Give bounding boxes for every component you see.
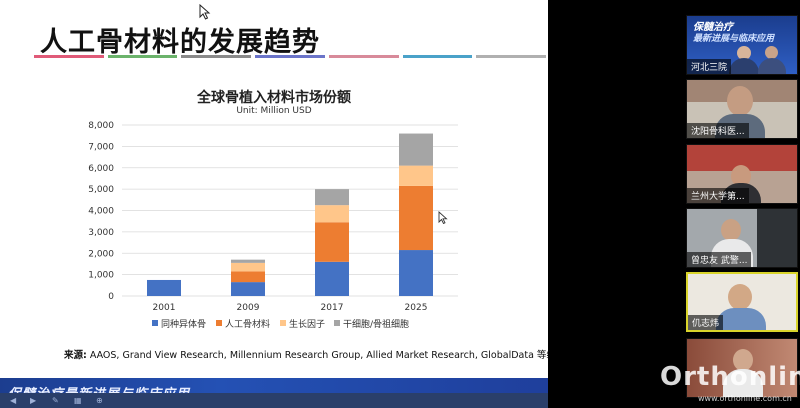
source-note: 来源: AAOS, Grand View Research, Millenniu…: [64, 347, 548, 361]
participant-name: 河北三院: [687, 59, 732, 74]
stacked-bar-chart: 0 1,000 2,000 3,000 4,000 5,000 6,000 7,000 8,00…: [88, 121, 458, 330]
participant-name: 沈阳骨科医...: [687, 123, 749, 138]
meeting-banner-line2: 最新进展与临床应用: [693, 34, 775, 44]
avatar: [737, 46, 751, 60]
y-tick-label: 6,000: [88, 164, 114, 174]
source-label: 来源:: [64, 350, 87, 361]
y-tick-label: 0: [108, 292, 114, 302]
bar-segment: [147, 279, 181, 296]
participant-tile[interactable]: 曾忠友 武警...: [686, 208, 798, 268]
bar-segment: [231, 282, 265, 296]
bar-segment: [399, 165, 433, 186]
avatar: [765, 46, 778, 59]
title-underline-segment: [476, 55, 547, 58]
avatar: [721, 219, 741, 241]
y-tick-label: 5,000: [88, 185, 114, 195]
source-text: AAOS, Grand View Research, Millennium Re…: [86, 350, 548, 361]
slide-title: 人工骨材料的发展趋势: [40, 27, 320, 58]
legend-label: 生长因子: [289, 318, 325, 330]
title-underline-segment: [328, 55, 399, 58]
watermark-url: www.orthonline.com.cn: [698, 394, 792, 403]
x-tick-label: 2025: [405, 303, 428, 313]
title-underline-segment: [107, 55, 178, 58]
mouse-cursor-icon: [199, 4, 211, 20]
participant-tile[interactable]: 沈阳骨科医...: [686, 79, 798, 139]
participant-tile[interactable]: [686, 338, 798, 398]
y-tick-label: 3,000: [88, 228, 114, 238]
title-underline-segment: [402, 55, 473, 58]
y-tick-label: 4,000: [88, 207, 114, 217]
chart-subtitle: Unit: Million USD: [236, 106, 312, 116]
watermark: Orthonline www.orthonline.com.cn: [660, 362, 800, 408]
avatar: [728, 284, 752, 310]
zoom-icon[interactable]: ⊕: [96, 396, 103, 405]
bar-segment: [399, 185, 433, 251]
y-tick-label: 8,000: [88, 121, 114, 131]
player-controls: [0, 393, 548, 408]
bar-segment: [315, 261, 349, 296]
bar-segment: [231, 262, 265, 272]
grid-icon[interactable]: ▦: [74, 396, 82, 405]
legend-swatch: [216, 320, 222, 326]
bar-segment: [315, 222, 349, 262]
legend-swatch: [334, 320, 340, 326]
title-underline-segment: [255, 55, 325, 58]
x-tick-label: 2009: [237, 303, 260, 313]
bar-segment: [231, 271, 265, 283]
participant-name: 仉志炜: [688, 315, 724, 330]
legend-swatch: [152, 320, 158, 326]
y-tick-label: 2,000: [88, 249, 114, 259]
bar-segment: [399, 250, 433, 296]
title-underline-segment: [181, 55, 252, 58]
avatar: [727, 86, 753, 116]
legend-label: 同种异体骨: [161, 318, 206, 330]
prev-icon[interactable]: ◀: [10, 396, 17, 405]
watermark-logo: Orthonline: [660, 362, 800, 392]
x-tick-label: 2017: [321, 303, 344, 313]
shared-slide: 人工骨材料的发展趋势 全球骨植入材料市场份额 Unit: Million USD…: [0, 0, 548, 408]
bar-segment: [231, 259, 265, 263]
avatar: [733, 349, 753, 371]
participant-tile-active[interactable]: 仉志炜: [686, 272, 798, 332]
legend-swatch: [280, 320, 286, 326]
mouse-cursor-icon: [438, 211, 448, 224]
avatar: [731, 165, 751, 187]
legend-label: 干细胞/骨祖细胞: [343, 318, 409, 330]
bar-segment: [315, 205, 349, 223]
participant-tile[interactable]: 兰州大学第...: [686, 144, 798, 204]
participant-name: 曾忠友 武警...: [687, 252, 752, 267]
bar-segment: [399, 133, 433, 166]
next-icon[interactable]: ▶: [30, 396, 37, 405]
x-tick-label: 2001: [153, 303, 176, 313]
y-tick-label: 7,000: [88, 142, 114, 152]
meeting-banner-line1: 保髓治疗: [693, 22, 733, 33]
y-tick-label: 1,000: [88, 271, 114, 281]
participant-name: 兰州大学第...: [687, 188, 749, 203]
title-underline-segment: [34, 55, 104, 58]
pen-icon[interactable]: ✎: [52, 396, 59, 405]
legend-label: 人工骨材料: [225, 318, 270, 330]
chart-title: 全球骨植入材料市场份额: [197, 90, 351, 106]
participant-tile[interactable]: 保髓治疗 最新进展与临床应用 河北三院: [686, 15, 798, 75]
bar-segment: [315, 189, 349, 206]
title-underline: [34, 55, 548, 59]
